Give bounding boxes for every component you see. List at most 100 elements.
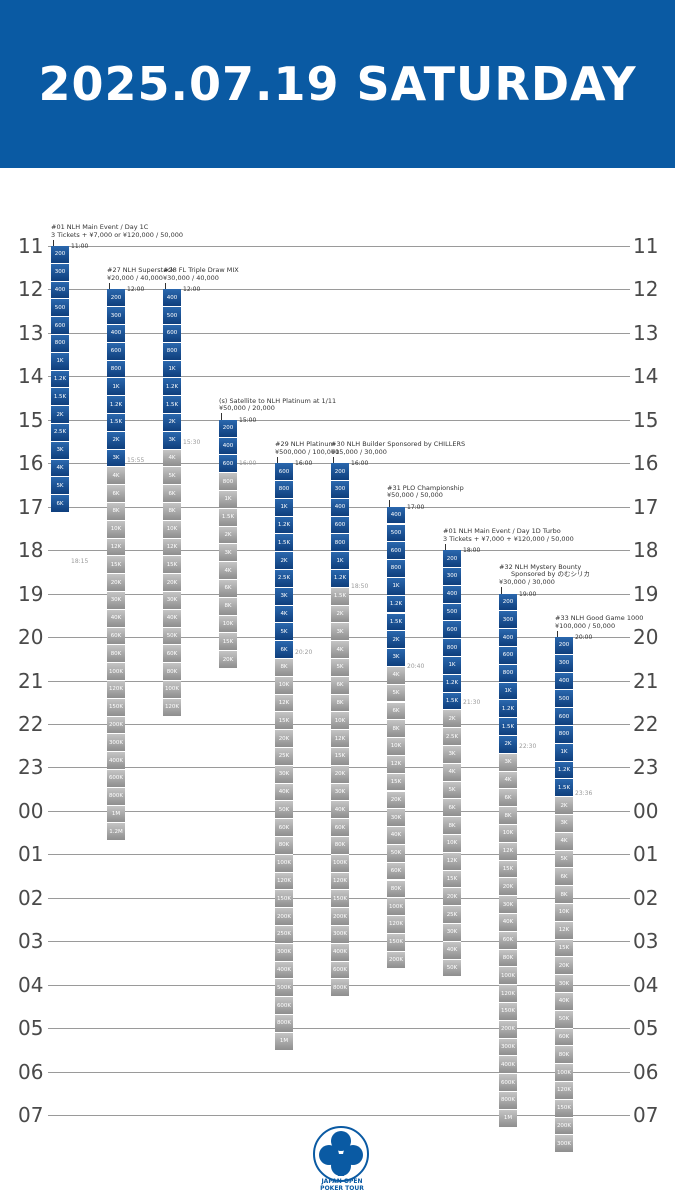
blind-level: 150K <box>499 1003 517 1021</box>
hour-label-right: 03 <box>633 929 659 954</box>
event-title: #33 NLH Good Game 1000 <box>555 614 644 623</box>
blind-level: 800 <box>219 473 237 491</box>
blind-level: 6K <box>499 789 517 808</box>
blind-level: 20K <box>107 574 125 593</box>
blind-level: 500 <box>387 524 405 543</box>
blind-level: 1M <box>275 1032 293 1051</box>
event-buyin: ¥15,000 / 30,000 <box>331 447 387 456</box>
blind-level: 3K <box>387 649 405 667</box>
blind-level: 8K <box>163 503 181 521</box>
blind-level: 200K <box>499 1020 517 1039</box>
blind-level: 600K <box>499 1074 517 1092</box>
page-title: 2025.07.19 SATURDAY <box>38 57 637 111</box>
blind-level: 40K <box>555 993 573 1011</box>
blind-level: 8K <box>387 720 405 739</box>
blind-level: 200K <box>275 908 293 927</box>
event-connector <box>165 282 166 290</box>
blind-level: 100K <box>387 898 405 917</box>
blind-level: 4K <box>555 832 573 851</box>
blind-level: 120K <box>107 681 125 699</box>
blind-level: 600 <box>499 647 517 665</box>
blind-level: 12K <box>499 842 517 861</box>
blind-level: 800 <box>275 481 293 499</box>
blind-level: 150K <box>275 890 293 909</box>
blind-level: 10K <box>499 825 517 843</box>
blind-level: 12K <box>107 538 125 557</box>
blind-level: 40K <box>443 941 461 960</box>
blind-level: 8K <box>331 694 349 713</box>
blind-level: 400K <box>331 943 349 962</box>
blind-level: 10K <box>163 520 181 539</box>
blind-level: 50K <box>443 959 461 978</box>
blind-level: 800 <box>163 342 181 361</box>
blind-level: 800 <box>107 360 125 379</box>
blind-level: 300K <box>331 926 349 944</box>
late-reg-close-time: 16:00 <box>239 460 257 468</box>
blind-level: 200 <box>51 246 69 264</box>
blind-level: 1.5K <box>219 508 237 527</box>
blind-level: 15K <box>163 556 181 575</box>
blind-level: 120K <box>387 916 405 934</box>
hour-label-left: 20 <box>18 625 44 650</box>
blind-level: 800 <box>499 664 517 683</box>
blind-level: 60K <box>555 1028 573 1047</box>
blind-level: 4K <box>275 605 293 624</box>
hour-label-right: 15 <box>633 407 659 432</box>
blind-level: 80K <box>331 837 349 855</box>
blind-level: 100K <box>555 1064 573 1083</box>
event-title: #29 NLH Platinum <box>275 440 335 449</box>
event-title: (s) Satellite to NLH Platinum at 1/11 <box>219 396 337 405</box>
hour-label-right: 19 <box>633 581 659 606</box>
hour-label-left: 14 <box>18 364 44 389</box>
blind-level: 10K <box>275 676 293 695</box>
blind-level: 4K <box>163 449 181 468</box>
blind-level: 3K <box>107 449 125 468</box>
start-time: 18:00 <box>463 547 481 555</box>
blind-level: 400 <box>219 437 237 456</box>
blind-level: 120K <box>275 872 293 891</box>
blind-level: 2.5K <box>51 424 69 442</box>
blind-level: 20K <box>555 957 573 976</box>
hour-label-left: 07 <box>18 1103 44 1127</box>
hour-label-right: 04 <box>633 972 659 997</box>
blind-level: 15K <box>107 556 125 575</box>
blind-level: 600K <box>107 770 125 788</box>
blind-level: 400K <box>107 752 125 771</box>
blind-level: 60K <box>275 819 293 838</box>
hour-label-right: 22 <box>633 711 659 736</box>
blind-level: 100K <box>107 663 125 682</box>
hour-label-left: 04 <box>18 972 44 997</box>
blind-level: 500 <box>443 603 461 622</box>
event-buyin: 3 Tickets + ¥7,000 or ¥120,000 / 50,000 <box>51 230 184 239</box>
japan-open-poker-tour-logo <box>313 1126 369 1182</box>
blind-level: 80K <box>163 663 181 682</box>
blind-level: 100K <box>275 854 293 873</box>
blind-level: 500 <box>555 690 573 709</box>
blind-level: 800 <box>387 560 405 578</box>
hour-label-right: 20 <box>633 625 659 650</box>
blind-level: 1K <box>219 491 237 509</box>
event-connector <box>333 456 334 464</box>
blind-level: 30K <box>443 923 461 942</box>
blind-level: 8K <box>443 817 461 835</box>
blind-level: 1K <box>163 360 181 379</box>
event-sponsor: Sponsored by のむシリカ <box>511 570 590 579</box>
blind-level: 20K <box>443 888 461 907</box>
blind-level: 600 <box>275 463 293 482</box>
blind-level: 400K <box>499 1056 517 1075</box>
blind-level: 400 <box>499 629 517 647</box>
blind-level: 50K <box>387 844 405 863</box>
blind-level: 2K <box>275 552 293 571</box>
start-time: 19:00 <box>519 590 537 598</box>
blind-level: 10K <box>219 615 237 634</box>
logo-line-2: POKER TOUR <box>320 1185 364 1192</box>
blind-level: 300K <box>107 734 125 753</box>
blind-level: 5K <box>51 477 69 496</box>
blind-level: 200 <box>107 289 125 308</box>
hour-label-left: 21 <box>18 668 44 693</box>
blind-level: 25K <box>443 906 461 924</box>
event-buyin: ¥20,000 / 40,000 <box>107 273 163 282</box>
blind-level: 60K <box>499 931 517 950</box>
blind-level: 2K <box>331 605 349 624</box>
blind-level: 1.5K <box>275 534 293 553</box>
